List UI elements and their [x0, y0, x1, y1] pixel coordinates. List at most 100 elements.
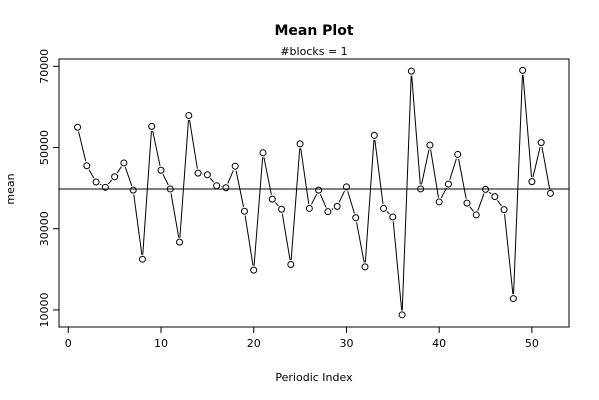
series-segment	[356, 222, 365, 263]
data-point	[240, 207, 248, 215]
series-segment	[99, 183, 102, 186]
data-point	[482, 185, 490, 193]
data-point	[435, 198, 443, 206]
series-segment	[162, 174, 169, 186]
data-point	[213, 182, 221, 190]
series-segment	[449, 158, 457, 180]
data-point	[101, 183, 109, 191]
series-segment	[497, 200, 502, 207]
series-segment	[179, 119, 189, 238]
x-tick-label: 0	[65, 337, 72, 350]
data-point	[398, 311, 406, 319]
series-segment	[392, 221, 403, 311]
series-segment	[504, 214, 514, 295]
data-point	[315, 186, 323, 194]
data-point	[491, 193, 499, 201]
series-segment	[152, 130, 161, 166]
series-point-layer	[74, 66, 554, 319]
data-point	[417, 185, 425, 193]
data-point	[222, 184, 230, 192]
data-point	[203, 171, 211, 179]
x-tick-label: 40	[432, 337, 446, 350]
series-segment	[170, 193, 180, 238]
series-segment	[347, 191, 355, 214]
data-point	[250, 266, 258, 274]
series-segment	[532, 146, 541, 178]
data-point	[426, 141, 434, 149]
data-point	[287, 260, 295, 268]
data-point	[176, 238, 184, 246]
chart-subtitle: #blocks = 1	[280, 45, 347, 58]
series-segment	[421, 149, 430, 185]
data-point	[333, 202, 341, 210]
chart-title: Mean Plot	[274, 23, 353, 39]
series-segment	[541, 146, 551, 190]
y-tick-label: 70000	[38, 49, 51, 84]
y-tick-label: 10000	[38, 292, 51, 327]
data-point	[407, 67, 415, 75]
x-axis-label: Periodic Index	[275, 371, 353, 384]
data-point	[74, 123, 82, 131]
data-point	[519, 66, 527, 74]
data-point	[120, 159, 128, 167]
series-segment	[78, 131, 87, 162]
data-point	[389, 213, 397, 221]
data-point	[352, 214, 360, 222]
data-point	[454, 150, 462, 158]
data-point	[166, 185, 174, 193]
data-point	[231, 162, 239, 170]
series-segment	[338, 190, 345, 203]
series-segment	[124, 167, 133, 187]
series-segment	[411, 75, 421, 185]
y-tick-label: 30000	[38, 211, 51, 246]
data-point	[259, 149, 267, 157]
series-segment	[88, 169, 95, 179]
data-point	[92, 178, 100, 186]
series-segment	[189, 119, 198, 169]
y-axis: 10000 30000 50000 70000	[38, 49, 59, 327]
series-segment	[253, 157, 264, 266]
y-tick-label: 50000	[38, 130, 51, 165]
series-segment	[290, 148, 301, 261]
data-point	[500, 206, 508, 214]
data-point	[138, 255, 146, 263]
series-segment	[107, 179, 113, 185]
series-segment	[364, 139, 375, 263]
series-segment	[310, 193, 318, 205]
data-point	[537, 139, 545, 147]
series-segment	[374, 139, 384, 205]
data-point	[157, 166, 165, 174]
data-point	[546, 189, 554, 197]
data-point	[528, 178, 536, 186]
series-segment	[142, 130, 152, 255]
data-point	[148, 122, 156, 130]
data-point	[296, 140, 304, 148]
data-point	[472, 211, 480, 219]
y-axis-label: mean	[4, 173, 17, 204]
series-segment	[227, 170, 234, 184]
series-segment	[235, 170, 245, 207]
series-line-layer	[78, 74, 551, 311]
data-point	[111, 173, 119, 181]
series-segment	[513, 74, 523, 295]
data-point	[194, 169, 202, 177]
data-point	[509, 295, 517, 303]
x-tick-label: 10	[154, 337, 168, 350]
data-point	[305, 204, 313, 212]
series-segment	[469, 206, 474, 212]
data-point	[444, 180, 452, 188]
series-segment	[522, 74, 533, 178]
series-segment	[401, 75, 412, 311]
series-segment	[300, 148, 310, 205]
plot-area-border	[58, 58, 570, 328]
series-segment	[430, 149, 439, 198]
x-tick-label: 50	[525, 337, 539, 350]
data-point	[361, 263, 369, 271]
series-segment	[116, 166, 122, 174]
series-segment	[133, 194, 143, 255]
series-segment	[319, 194, 327, 208]
data-point	[83, 162, 91, 170]
data-point	[324, 208, 332, 216]
series-segment	[244, 215, 254, 266]
